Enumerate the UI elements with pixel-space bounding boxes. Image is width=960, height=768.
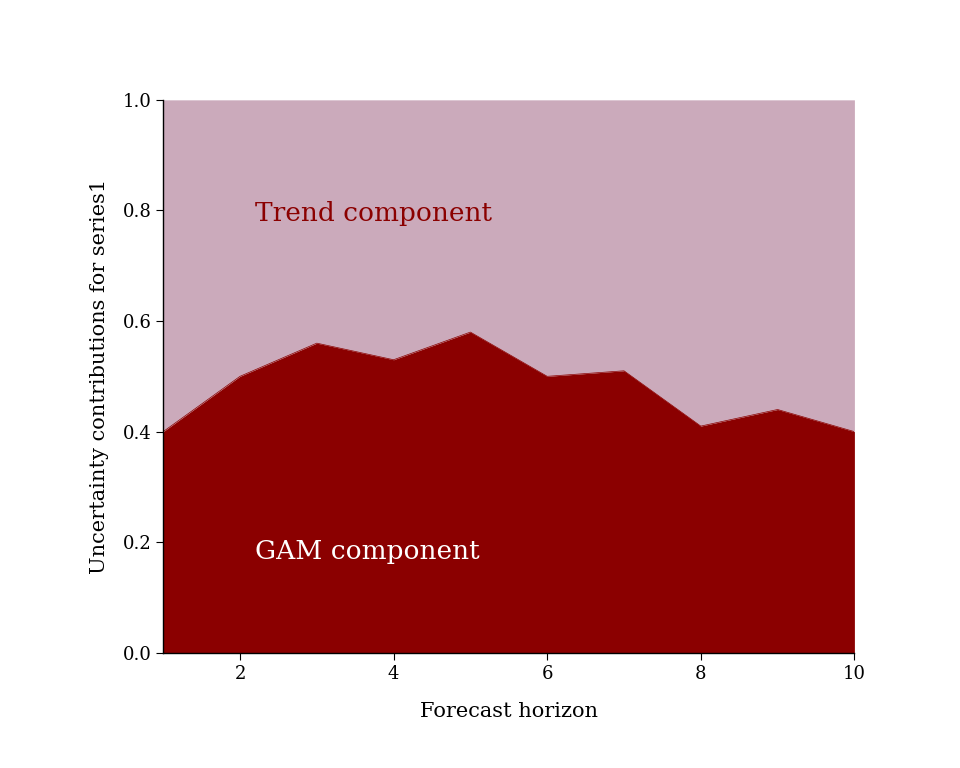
Y-axis label: Uncertainty contributions for series1: Uncertainty contributions for series1 [89, 179, 108, 574]
X-axis label: Forecast horizon: Forecast horizon [420, 702, 598, 721]
Text: GAM component: GAM component [255, 539, 480, 564]
Text: Trend component: Trend component [255, 201, 492, 227]
